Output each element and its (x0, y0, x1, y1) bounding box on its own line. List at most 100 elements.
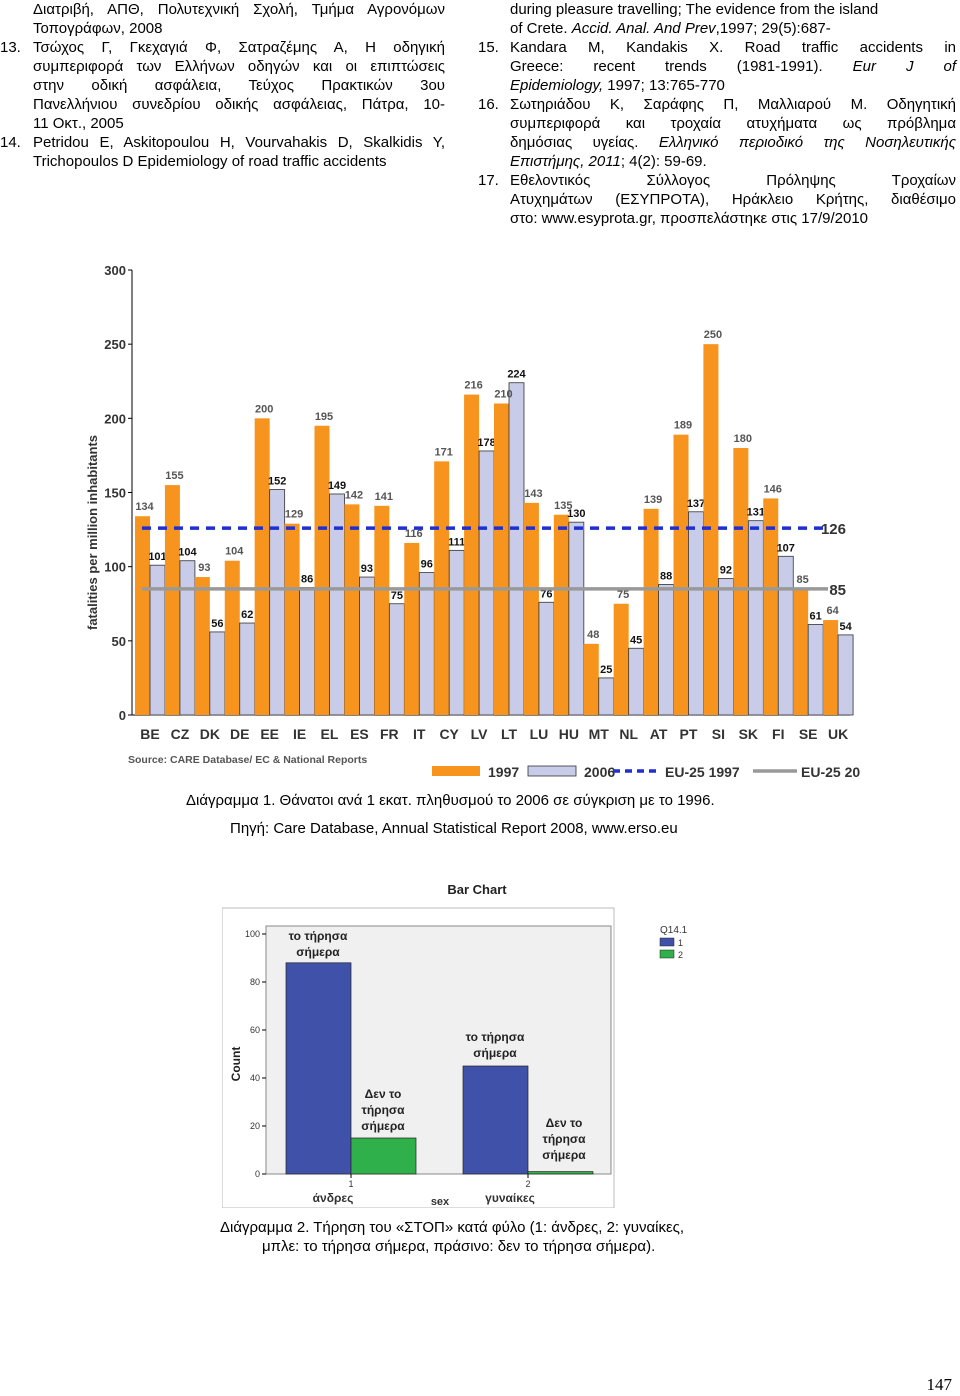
ref-line: Petridou E, Askitopoulou H, Vourvahakis … (33, 134, 445, 151)
legend-swatch (659, 937, 675, 947)
bar-1997 (553, 514, 569, 715)
data-label-2006: 76 (540, 588, 552, 600)
reference-number: 14. (0, 134, 21, 151)
reference-16: 16. Σωτηριάδου Κ, Σαράφης Π, Μαλλιαρού Μ… (478, 96, 956, 170)
y-tick-label: 40 (250, 1073, 260, 1083)
y-tick-label: 150 (104, 486, 126, 501)
data-label-2006: 62 (241, 609, 253, 621)
x-tick-label: IE (293, 726, 306, 742)
bar-1997 (194, 577, 210, 715)
bar-2006 (299, 587, 315, 716)
data-label-2006: 45 (630, 634, 642, 646)
legend-label-eu25-1997: EU-25 1997 (665, 764, 740, 778)
ref-line: Πανελλήνιου συνεδρίου οδικής ασφάλειας, … (33, 96, 445, 113)
x-tick-label: PT (680, 726, 698, 742)
bar-1997 (404, 542, 420, 715)
bar-2006 (747, 520, 764, 716)
data-label-2006: 104 (178, 547, 197, 559)
data-label-2006: 86 (301, 573, 313, 585)
x-tick-label: CY (439, 726, 459, 742)
y-tick-label: 300 (104, 263, 126, 278)
data-label-1997: 210 (494, 389, 512, 401)
figure-2-caption-line2: μπλε: το τήρησα σήμερα, πράσινο: δεν το … (262, 1238, 656, 1255)
data-label-2006: 101 (148, 551, 166, 563)
bar-1997 (793, 588, 809, 715)
y-tick-label: 250 (104, 337, 126, 352)
bar-1997 (613, 603, 629, 715)
bar-annotation-not-observed-women: Δεν το τήρησα σήμερα (542, 1116, 586, 1162)
bar-1997 (464, 394, 480, 715)
bar-2006 (628, 647, 645, 716)
legend-swatch (659, 949, 675, 959)
x-tick-label: 2 (525, 1179, 530, 1189)
bar-2006 (239, 622, 256, 716)
y-axis-label: Count (229, 1047, 243, 1082)
reference-number: 15. (478, 39, 499, 56)
bar-1997 (344, 504, 360, 715)
legend-label-2006: 2006 (584, 764, 615, 778)
references-left-column: Διατριβή, ΑΠΘ, Πολυτεχνική Σχολή, Τμήμα … (0, 0, 445, 171)
x-tick-label: IT (413, 726, 426, 742)
ref-line: Trichopoulos D Epidemiology of road traf… (33, 153, 387, 170)
bar-2006 (718, 578, 734, 716)
x-tick-label: FI (772, 726, 784, 742)
x-tick-label: FR (380, 726, 399, 742)
data-label-1997: 195 (315, 411, 333, 423)
bar-1997 (164, 485, 180, 715)
bar-annotation-observed-men: το τήρησα σήμερα (289, 929, 348, 959)
bar-1997 (135, 516, 150, 715)
data-label-1997: 180 (734, 433, 752, 445)
reference-line-label: 85 (829, 582, 846, 599)
bar-1997 (314, 425, 330, 715)
references-right-column: during pleasure travelling; The evidence… (478, 0, 956, 228)
fatalities-bar-chart: 0 50 100 150 200 250 300 fatalities per million… (85, 263, 860, 778)
ref-line: Τσώχος Γ, Γκεχαγιά Φ, Σατραζέμης Α, Η οδ… (33, 39, 445, 56)
bar-2006 (688, 511, 704, 716)
bar-1997 (583, 643, 599, 715)
bar-1997 (374, 505, 390, 715)
data-label-2006: 130 (567, 508, 585, 520)
ref-line: 11 Οκτ., 2005 (33, 115, 124, 132)
data-label-1997: 200 (255, 403, 273, 415)
reference-14-continued: during pleasure travelling; The evidence… (510, 0, 956, 38)
data-label-1997: 104 (225, 546, 244, 558)
data-label-1997: 171 (434, 446, 452, 458)
legend-label-eu25-2006: EU-25 2006 (801, 764, 860, 778)
x-tick-label: BE (140, 726, 159, 742)
bar-2006 (388, 603, 405, 716)
reference-number: 17. (478, 172, 499, 189)
x-tick-label: LV (471, 726, 489, 742)
x-tick-label: DK (200, 726, 220, 742)
data-label-1997: 93 (198, 562, 210, 574)
figure-1-caption: Διάγραμμα 1. Θάνατοι ανά 1 εκατ. πληθυσμ… (186, 792, 715, 809)
x-tick-label: LT (501, 726, 518, 742)
ref-line: Τοπογράφων, 2008 (33, 20, 163, 37)
data-label-1997: 48 (587, 629, 599, 641)
data-label-1997: 129 (285, 509, 303, 521)
x-tick-label: MT (589, 726, 610, 742)
legend-label: 1 (678, 938, 683, 948)
data-label-1997: 141 (375, 491, 393, 503)
ref-line: συμπεριφορά των Ελλήνων οδηγών και οι επ… (33, 58, 445, 75)
data-label-1997: 134 (135, 501, 154, 513)
bar-2006 (418, 572, 435, 716)
reference-item: Διατριβή, ΑΠΘ, Πολυτεχνική Σχολή, Τμήμα … (33, 0, 445, 38)
bar-2006 (359, 576, 375, 716)
reference-item: 13. Τσώχος Γ, Γκεχαγιά Φ, Σατραζέμης Α, Η… (0, 38, 445, 133)
ref-line: στην οδική ασφάλεια, Τεύχος Πρακτικών 3ο… (33, 77, 445, 94)
reference-item: 14. Petridou E, Askitopoulou H, Vourvahak… (0, 133, 445, 171)
data-label-2006: 178 (477, 437, 495, 449)
stop-by-sex-bar-chart: Bar Chart 0 20 40 60 80 100 Count 1 άνδρες 2 γυναίκ… (222, 882, 688, 1208)
data-label-2006: 152 (268, 476, 286, 488)
bar-1997 (733, 448, 749, 715)
data-label-1997: 250 (704, 329, 722, 341)
x-tick-label: EE (260, 726, 279, 742)
data-label-1997: 135 (554, 500, 572, 512)
reference-number: 13. (0, 39, 21, 56)
bar-1997 (643, 508, 659, 715)
data-label-2006: 88 (660, 570, 672, 582)
data-label-1997: 116 (405, 528, 423, 540)
x-tick-label: SE (799, 726, 818, 742)
y-tick-label: 0 (255, 1169, 260, 1179)
legend-swatch-1997 (432, 766, 480, 776)
